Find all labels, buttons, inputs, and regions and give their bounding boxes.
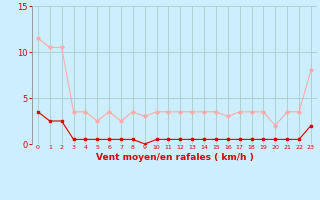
X-axis label: Vent moyen/en rafales ( km/h ): Vent moyen/en rafales ( km/h ): [96, 153, 253, 162]
